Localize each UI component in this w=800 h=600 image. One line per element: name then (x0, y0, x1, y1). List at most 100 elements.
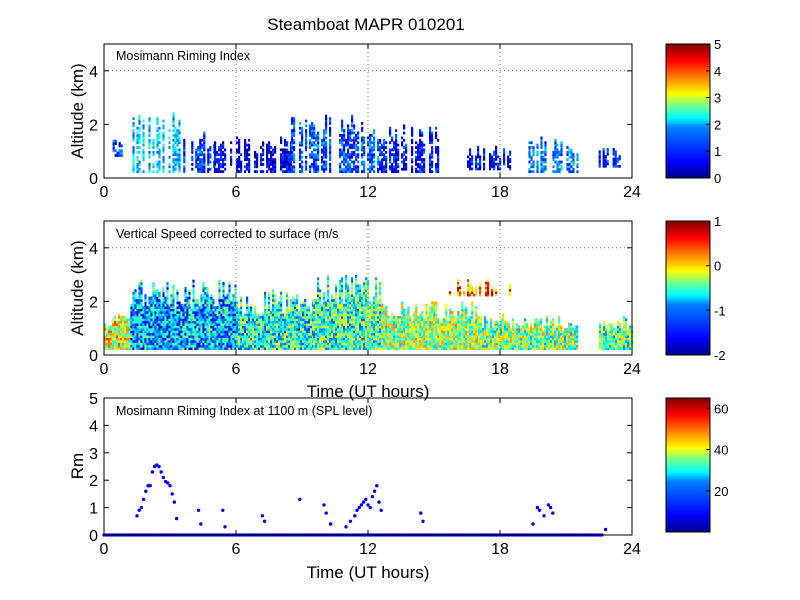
echo-cell (598, 157, 601, 161)
echo-cell (413, 332, 416, 336)
echo-cell (266, 148, 269, 152)
echo-cell (542, 155, 545, 159)
echo-cell (353, 335, 356, 338)
echo-cell (542, 170, 545, 173)
echo-cell (152, 313, 155, 317)
echo-cell (192, 313, 195, 317)
echo-cell (114, 325, 117, 329)
echo-cell (411, 335, 414, 338)
echo-cell (218, 320, 221, 324)
echo-cell (140, 284, 143, 288)
echo-cell (118, 323, 121, 326)
echo-cell (280, 335, 283, 338)
echo-cell (282, 155, 285, 159)
echo-cell (345, 138, 348, 142)
echo-cell (200, 347, 203, 350)
echo-cell (381, 330, 384, 334)
echo-cell (162, 148, 165, 152)
echo-cell (126, 347, 129, 350)
echo-cell (395, 148, 398, 152)
echo-cell (415, 330, 418, 334)
echo-cell (353, 160, 356, 164)
echo-cell (216, 158, 219, 161)
echo-cell (208, 332, 211, 336)
echo-cell (411, 337, 414, 341)
echo-cell (359, 335, 362, 338)
echo-cell (425, 308, 428, 312)
echo-cell (560, 153, 563, 157)
echo-cell (236, 311, 239, 314)
echo-cell (381, 315, 384, 319)
echo-cell (495, 148, 498, 152)
echo-cell (184, 340, 187, 343)
echo-cell (174, 347, 177, 350)
echo-cell (184, 318, 187, 322)
echo-cell (566, 163, 569, 166)
x-tick-label: 6 (232, 184, 241, 201)
echo-cell (262, 313, 265, 317)
echo-cell (299, 153, 302, 157)
echo-cell (371, 303, 374, 307)
echo-cell (158, 311, 161, 314)
echo-cell (204, 330, 207, 334)
echo-cell (566, 167, 569, 171)
echo-cell (351, 291, 354, 295)
echo-cell (162, 320, 165, 324)
echo-cell (256, 323, 259, 326)
echo-cell (156, 330, 159, 334)
echo-cell (176, 306, 179, 309)
echo-cell (405, 143, 408, 147)
echo-cell (220, 325, 223, 329)
echo-cell (174, 134, 177, 137)
echo-cell (361, 122, 364, 125)
echo-cell (304, 330, 307, 334)
echo-cell (240, 301, 243, 305)
echo-cell (419, 323, 422, 326)
echo-cell (244, 158, 247, 161)
echo-cell (120, 332, 123, 336)
echo-cell (570, 148, 573, 152)
echo-cell (156, 313, 159, 317)
echo-cell (389, 327, 392, 331)
echo-cell (288, 313, 291, 317)
echo-cell (387, 340, 390, 343)
echo-cell (268, 158, 271, 161)
echo-cell (132, 325, 135, 329)
echo-cell (375, 318, 378, 322)
echo-cell (355, 138, 358, 142)
echo-cell (313, 126, 316, 130)
echo-cell (315, 330, 318, 334)
echo-cell (190, 332, 193, 336)
echo-cell (349, 325, 352, 329)
echo-cell (254, 163, 257, 166)
echo-cell (183, 150, 186, 154)
echo-cell (144, 335, 147, 338)
echo-cell (305, 129, 308, 132)
echo-cell (128, 318, 131, 322)
echo-cell (204, 335, 207, 338)
echo-cell (166, 318, 169, 322)
echo-cell (134, 327, 137, 331)
echo-cell (158, 134, 161, 137)
echo-cell (477, 153, 480, 156)
echo-cell (282, 323, 285, 326)
echo-cell (349, 313, 352, 317)
echo-cell (415, 318, 418, 322)
echo-cell (560, 148, 563, 152)
echo-cell (293, 134, 296, 137)
echo-cell (343, 146, 346, 149)
echo-cell (363, 170, 366, 173)
echo-cell (198, 347, 201, 350)
echo-cell (327, 323, 330, 326)
echo-cell (377, 332, 380, 336)
echo-cell (260, 153, 263, 157)
echo-cell (411, 330, 414, 334)
echo-cell (162, 335, 165, 338)
echo-cell (335, 303, 338, 307)
echo-cell (201, 150, 204, 154)
echo-cell (242, 330, 245, 334)
echo-cell (554, 153, 557, 157)
echo-cell (238, 163, 241, 166)
echo-cell (260, 170, 263, 173)
echo-cell (120, 342, 123, 346)
